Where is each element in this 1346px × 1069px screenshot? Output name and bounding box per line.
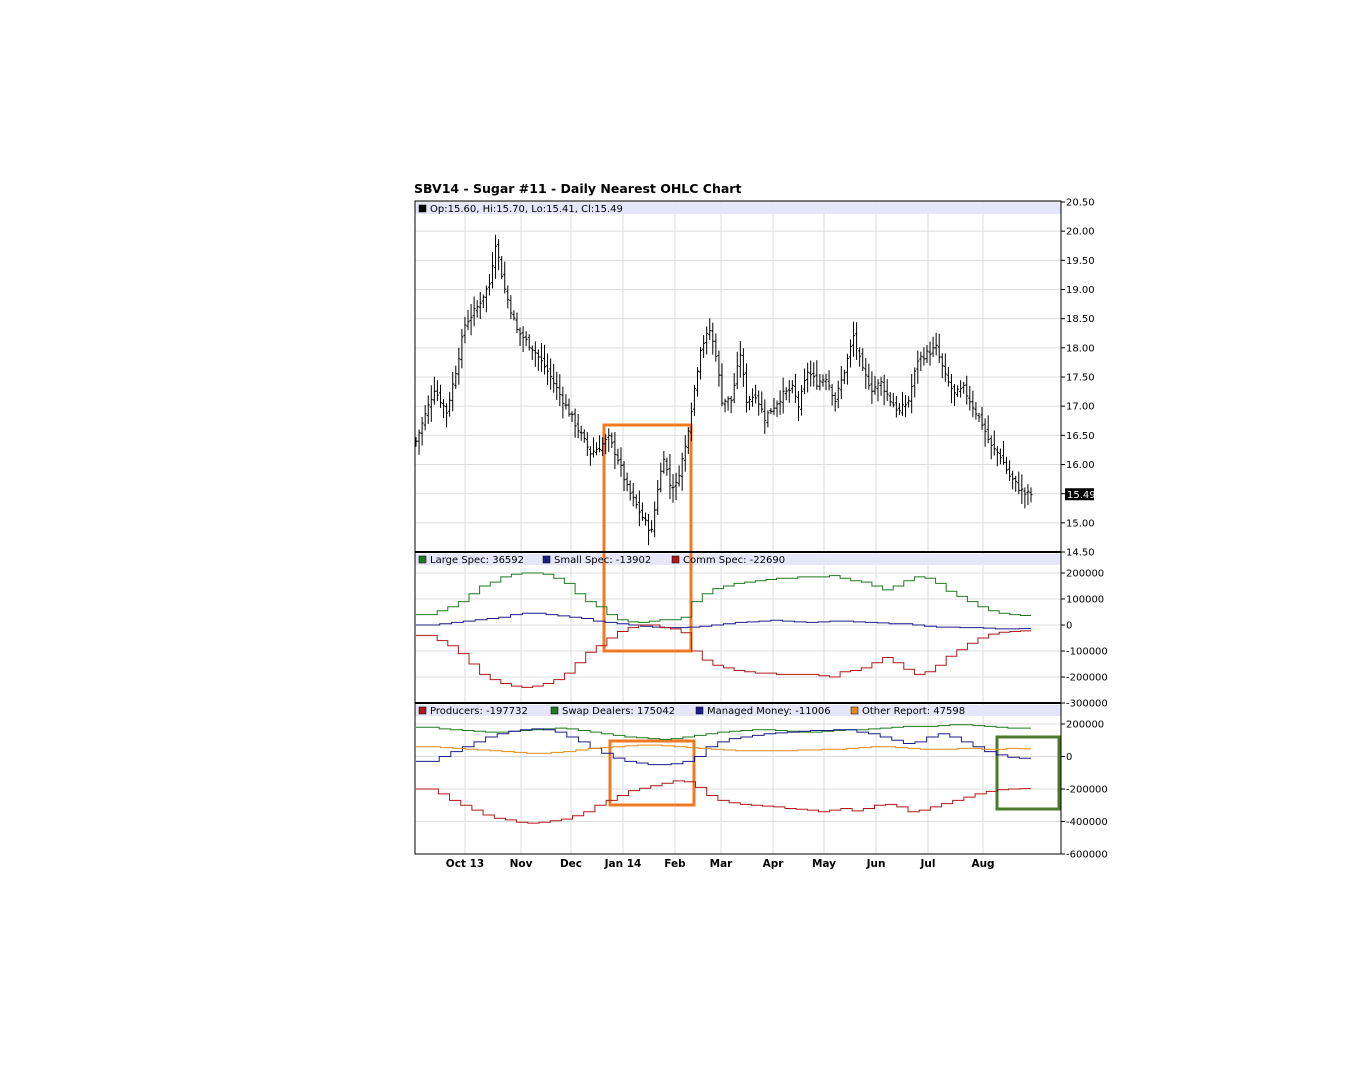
y-tick-label: 17.50 — [1066, 373, 1095, 384]
x-tick-label: Mar — [710, 858, 734, 870]
legend-swatch — [418, 204, 427, 213]
x-tick-label: May — [812, 858, 836, 870]
orange-highlight-box-top — [602, 423, 693, 653]
green-highlight-box — [995, 735, 1061, 811]
legend-bar — [415, 705, 1061, 716]
legend-label: Op:15.60, Hi:15.70, Lo:15.41, Cl:15.49 — [430, 204, 623, 215]
legend-label: Comm Spec: -22690 — [683, 555, 785, 566]
series-line — [416, 572, 1031, 623]
orange-highlight-box-bottom — [608, 739, 696, 807]
legend-label: Large Spec: 36592 — [430, 555, 524, 566]
legend-swatch — [418, 706, 427, 715]
chart-frame — [414, 200, 1062, 855]
series-line — [416, 728, 1031, 766]
series-line — [416, 624, 1031, 688]
y-tick-label: 200000 — [1066, 569, 1104, 580]
x-tick-label: Aug — [971, 858, 994, 870]
y-tick-label: 200000 — [1066, 720, 1104, 731]
grid — [415, 201, 1061, 855]
chart-title: SBV14 - Sugar #11 - Daily Nearest OHLC C… — [414, 181, 742, 196]
legend-bar — [415, 554, 1061, 565]
x-tick-label: Feb — [664, 858, 686, 870]
y-tick-label: 0 — [1066, 752, 1072, 763]
y-tick-label: -200000 — [1066, 673, 1108, 684]
legend-label: Other Report: 47598 — [862, 706, 965, 717]
y-tick-label: 16.50 — [1066, 431, 1095, 442]
y-tick-label: 16.00 — [1066, 460, 1095, 471]
y-tick-label: 100000 — [1066, 595, 1104, 606]
chart-marks — [414, 234, 1033, 824]
y-tick-label: 18.50 — [1066, 314, 1095, 325]
panel-frames — [414, 200, 1065, 855]
series-line — [416, 744, 1031, 754]
y-tick-label: 15.00 — [1066, 518, 1095, 529]
x-tick-label: Oct 13 — [446, 858, 484, 870]
x-tick-label: Dec — [560, 858, 582, 870]
legend-label: Small Spec: -13902 — [554, 555, 651, 566]
y-tick-label: 19.50 — [1066, 256, 1095, 267]
y-tick-label: 14.50 — [1066, 548, 1095, 559]
series-line — [416, 724, 1031, 740]
x-tick-label: Jan 14 — [604, 858, 642, 870]
legend-swatch — [550, 706, 559, 715]
y-tick-label: -300000 — [1066, 699, 1108, 710]
legend-bar — [415, 203, 1061, 214]
legend-label: Managed Money: -11006 — [707, 706, 831, 717]
x-tick-label: Nov — [510, 858, 533, 870]
chart-labels: 20.50 20.00 19.50 19.00 18.50 18.00 17.50 17.00… — [418, 198, 1108, 870]
y-tick-label: 19.00 — [1066, 285, 1095, 296]
y-tick-label: -200000 — [1066, 785, 1108, 796]
y-tick-label: 18.00 — [1066, 343, 1095, 354]
legend-swatch — [418, 555, 427, 564]
legend-label: Producers: -197732 — [430, 706, 528, 717]
legend-label: Swap Dealers: 175042 — [562, 706, 675, 717]
legend-swatch — [671, 555, 680, 564]
series-line — [416, 612, 1031, 630]
highlight-boxes — [602, 423, 1061, 811]
y-tick-label: -600000 — [1066, 850, 1108, 861]
legend-swatch — [695, 706, 704, 715]
x-tick-label: Jul — [920, 858, 936, 870]
legend-swatch — [542, 555, 551, 564]
x-tick-label: Apr — [763, 858, 785, 870]
y-tick-label: 20.00 — [1066, 227, 1095, 238]
y-tick-label: -100000 — [1066, 647, 1108, 658]
last-value-label: 15.49 — [1067, 490, 1096, 501]
x-tick-label: Jun — [866, 858, 886, 870]
legend-swatch — [850, 706, 859, 715]
y-tick-label: 17.00 — [1066, 402, 1095, 413]
series-line — [416, 780, 1031, 824]
y-tick-label: 0 — [1066, 621, 1072, 632]
last-value-box — [1065, 488, 1094, 501]
y-tick-label: 20.50 — [1066, 198, 1095, 209]
y-tick-label: -400000 — [1066, 817, 1108, 828]
